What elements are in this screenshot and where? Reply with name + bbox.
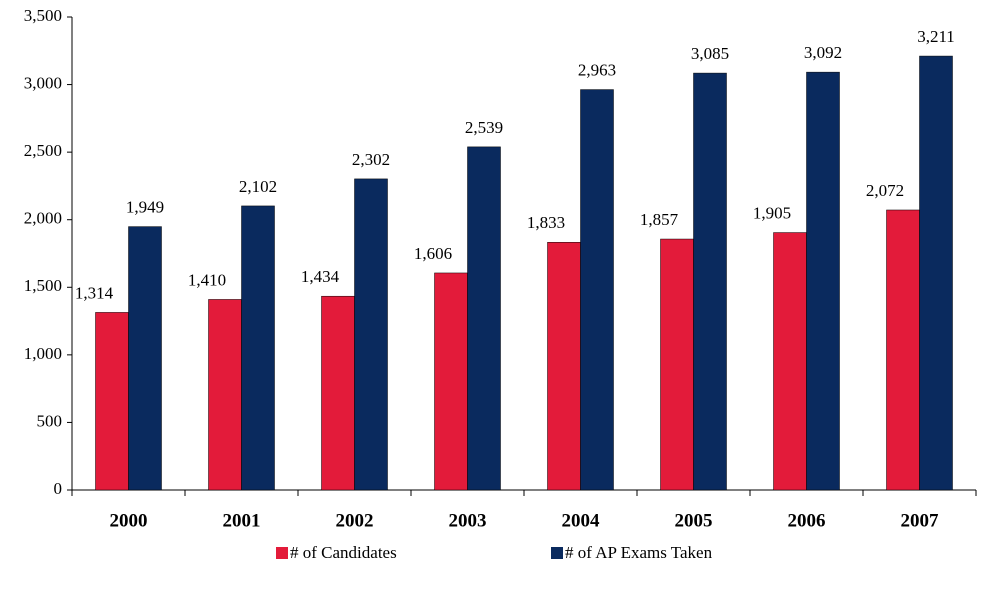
value-label: 2,302 — [352, 150, 390, 169]
x-tick-label: 2000 — [110, 510, 148, 531]
x-tick-label: 2002 — [336, 510, 374, 531]
legend-label: # of AP Exams Taken — [565, 543, 713, 562]
bar — [95, 312, 129, 491]
legend-swatch — [551, 547, 563, 559]
x-tick-label: 2004 — [562, 510, 601, 531]
value-label: 2,102 — [239, 177, 277, 196]
value-label: 3,085 — [691, 44, 729, 63]
value-label: 2,963 — [578, 60, 616, 79]
legend-label: # of Candidates — [290, 543, 397, 562]
bar — [806, 71, 840, 491]
bar — [128, 226, 162, 491]
bar — [773, 232, 807, 491]
value-label: 1,410 — [188, 270, 226, 289]
value-label: 2,072 — [866, 181, 904, 200]
y-tick-label: 3,000 — [24, 73, 62, 92]
value-label: 3,211 — [917, 27, 955, 46]
x-tick-label: 2007 — [901, 510, 940, 531]
y-tick-label: 1,000 — [24, 344, 62, 363]
value-label: 3,092 — [804, 43, 842, 62]
y-tick-label: 2,500 — [24, 141, 62, 160]
bar — [919, 55, 953, 491]
bar — [660, 238, 694, 491]
value-label: 1,949 — [126, 198, 164, 217]
bar — [241, 205, 275, 491]
bar — [580, 89, 614, 491]
x-tick-label: 2006 — [788, 510, 826, 531]
value-label: 1,857 — [640, 210, 679, 229]
y-tick-label: 0 — [54, 479, 63, 498]
bar — [354, 178, 388, 491]
value-label: 1,434 — [301, 267, 340, 286]
legend-swatch — [276, 547, 288, 559]
x-tick-label: 2001 — [223, 510, 261, 531]
value-label: 1,833 — [527, 213, 565, 232]
y-tick-label: 3,500 — [24, 6, 62, 25]
x-tick-label: 2003 — [449, 510, 487, 531]
y-tick-label: 1,500 — [24, 276, 62, 295]
value-label: 1,905 — [753, 203, 791, 222]
bar — [321, 295, 355, 491]
bar — [547, 242, 581, 491]
value-label: 2,539 — [465, 118, 503, 137]
bar — [886, 209, 920, 491]
value-label: 1,606 — [414, 244, 452, 263]
y-tick-label: 500 — [37, 411, 63, 430]
bar — [208, 299, 242, 491]
x-tick-label: 2005 — [675, 510, 713, 531]
bar — [693, 72, 727, 491]
bar — [434, 272, 468, 491]
bar — [467, 146, 501, 491]
y-tick-label: 2,000 — [24, 209, 62, 228]
value-label: 1,314 — [75, 283, 114, 302]
